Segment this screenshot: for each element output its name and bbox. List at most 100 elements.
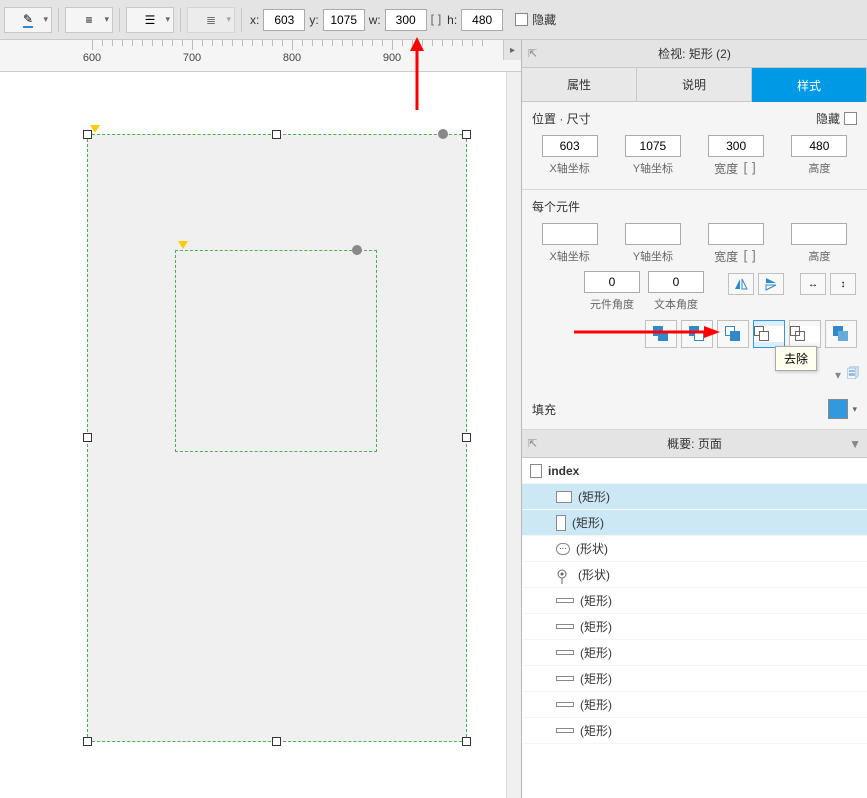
elem-x-input[interactable]	[542, 223, 598, 245]
lock-aspect-icon[interactable]: []	[429, 13, 443, 27]
outline-item[interactable]: ··· (形状)	[522, 536, 867, 562]
outline-header: ⇱ 概要: 页面 ▼	[522, 430, 867, 458]
x-input[interactable]	[263, 9, 305, 31]
flip-h-button[interactable]	[728, 273, 754, 295]
fill-label: 填充	[532, 401, 828, 418]
outline-item[interactable]: (矩形)	[522, 510, 867, 536]
inspector-header: ⇱ 检视: 矩形 (2)	[522, 40, 867, 68]
elem-y-input[interactable]	[625, 223, 681, 245]
list-button[interactable]: ☰▾	[126, 7, 174, 33]
flip-v-button[interactable]	[758, 273, 784, 295]
pos-x-input[interactable]	[542, 135, 598, 157]
outline-item[interactable]: (矩形)	[522, 614, 867, 640]
per-element-title: 每个元件	[532, 198, 580, 215]
outline-tree: index (矩形)(矩形)···(形状)(形状)(矩形)(矩形)(矩形)(矩形…	[522, 458, 867, 798]
rotate-handle-icon[interactable]	[178, 241, 188, 249]
resize-handle-sw[interactable]	[83, 737, 92, 746]
elem-x-label: X轴坐标	[549, 248, 589, 264]
inner-rect-shape[interactable]	[175, 250, 377, 452]
ruler-tick-label: 600	[83, 52, 101, 64]
outline-item[interactable]: (矩形)	[522, 588, 867, 614]
shape-type-icon	[556, 491, 572, 503]
bool-outline-button[interactable]	[789, 320, 821, 348]
elem-w-input[interactable]	[708, 223, 764, 245]
outline-item-label: (矩形)	[580, 670, 612, 687]
hide-checkbox[interactable]	[844, 112, 857, 125]
line-spacing-button[interactable]: ≣▾	[187, 7, 235, 33]
resize-handle-nw[interactable]	[83, 130, 92, 139]
pos-w-input[interactable]	[708, 135, 764, 157]
resize-handle-se[interactable]	[462, 737, 471, 746]
shape-type-icon	[556, 702, 574, 707]
resize-handle-n[interactable]	[272, 130, 281, 139]
bool-exclude-button[interactable]	[753, 320, 785, 348]
resize-handle-ne[interactable]	[462, 130, 471, 139]
red-arrow-right-icon	[572, 322, 722, 342]
y-label: y:	[309, 13, 318, 27]
copy-style-icon[interactable]: 🗐	[847, 364, 859, 385]
bool-merge-button[interactable]	[825, 320, 857, 348]
ruler-tick-label: 800	[283, 52, 301, 64]
ruler-scroll-right[interactable]: ▸	[503, 40, 521, 60]
pos-y-label: Y轴坐标	[633, 160, 673, 176]
filter-icon[interactable]: ▼	[849, 437, 861, 451]
outline-item[interactable]: (矩形)	[522, 692, 867, 718]
outline-item-label: (矩形)	[572, 514, 604, 531]
ruler-tick-label: 700	[183, 52, 201, 64]
w-input[interactable]	[385, 9, 427, 31]
control-point-icon[interactable]	[352, 245, 362, 255]
pos-h-input[interactable]	[791, 135, 847, 157]
resize-handle-s[interactable]	[272, 737, 281, 746]
dist-v-button[interactable]: ↕	[830, 273, 856, 295]
outline-item-label: (形状)	[576, 540, 608, 557]
shape-type-icon	[556, 598, 574, 603]
h-label: h:	[447, 13, 457, 27]
dist-h-button[interactable]: ↔	[800, 273, 826, 295]
resize-handle-e[interactable]	[462, 433, 471, 442]
y-input[interactable]	[323, 9, 365, 31]
tab-properties[interactable]: 属性	[522, 68, 637, 102]
canvas-scrollbar[interactable]	[506, 72, 521, 798]
outline-collapse-icon[interactable]: ⇱	[528, 437, 537, 450]
align-left-button[interactable]: ≡▾	[65, 7, 113, 33]
tab-notes[interactable]: 说明	[637, 68, 752, 102]
boolean-ops-row: 去除	[522, 316, 867, 360]
outline-item[interactable]: (形状)	[522, 562, 867, 588]
canvas[interactable]	[0, 72, 506, 798]
elem-angle-input[interactable]	[584, 271, 640, 293]
pos-w-label: 宽度 []	[714, 160, 758, 177]
outline-item-label: (形状)	[578, 566, 610, 583]
outline-item[interactable]: (矩形)	[522, 666, 867, 692]
control-point-icon[interactable]	[438, 129, 448, 139]
hide-label: 隐藏	[816, 110, 840, 127]
outline-item[interactable]: (矩形)	[522, 718, 867, 744]
pen-color-button[interactable]: ✎▾	[4, 7, 52, 33]
inspector-title: 检视: 矩形 (2)	[658, 45, 731, 62]
document-icon	[530, 464, 542, 478]
shape-type-icon: ···	[556, 543, 570, 555]
outline-item-label: (矩形)	[578, 488, 610, 505]
shape-type-icon	[556, 624, 574, 629]
fill-swatch[interactable]	[828, 399, 848, 419]
resize-handle-w[interactable]	[83, 433, 92, 442]
outline-page-row[interactable]: index	[522, 458, 867, 484]
collapse-icon[interactable]: ⇱	[528, 47, 537, 60]
text-angle-input[interactable]	[648, 271, 704, 293]
pos-x-label: X轴坐标	[549, 160, 589, 176]
elem-h-input[interactable]	[791, 223, 847, 245]
fill-dropdown-icon[interactable]: ▾	[852, 404, 857, 415]
tab-style[interactable]: 样式	[752, 68, 867, 102]
shape-type-icon	[556, 676, 574, 681]
hidden-checkbox[interactable]	[515, 13, 528, 26]
page-name: index	[548, 464, 579, 478]
position-title: 位置 · 尺寸	[532, 110, 591, 127]
elem-h-label: 高度	[808, 248, 830, 264]
w-label: w:	[369, 13, 381, 27]
tooltip: 去除	[775, 346, 817, 371]
h-input[interactable]	[461, 9, 503, 31]
outline-item[interactable]: (矩形)	[522, 640, 867, 666]
x-label: x:	[250, 13, 259, 27]
more-dropdown-icon[interactable]: ▾	[835, 368, 841, 382]
pos-y-input[interactable]	[625, 135, 681, 157]
outline-item[interactable]: (矩形)	[522, 484, 867, 510]
